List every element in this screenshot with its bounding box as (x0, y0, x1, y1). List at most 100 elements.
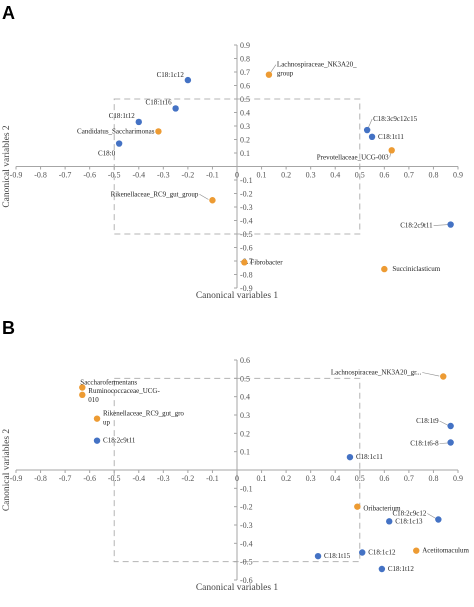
x-tick-label: 0 (235, 171, 239, 180)
x-tick-label: -0.5 (108, 474, 121, 483)
point-label-line: C18:1t15 (324, 552, 351, 560)
bacteria-point (440, 373, 447, 380)
y-tick-label: 0.1 (240, 448, 250, 457)
bacteria-point (93, 415, 101, 422)
y-tick-label: -0.3 (240, 203, 253, 212)
bacteria-point (265, 71, 273, 78)
point-label: Acetitomaculum (422, 547, 469, 555)
point-label: C18:2c9t11 (400, 222, 433, 230)
bacteria-point (79, 384, 86, 391)
point-label-line: Oribacterium (363, 505, 401, 513)
y-tick-label: -0.6 (240, 576, 253, 585)
point-label-line: Acetitomaculum (422, 547, 469, 555)
point-label: Oribacterium (363, 505, 401, 513)
fatty-acid-point (115, 140, 123, 147)
x-tick-label: -0.8 (34, 171, 47, 180)
y-tick-label: -0.5 (240, 230, 253, 239)
x-tick-label: 0.4 (330, 474, 340, 483)
panel-letter-b: B (2, 318, 15, 338)
y-tick-label: -0.4 (240, 539, 253, 548)
x-tick-label: -0.9 (10, 171, 23, 180)
label-leader-line (439, 442, 449, 444)
point-label-line: C18:1t11 (378, 133, 404, 141)
point-label: C18:3c9c12c15 (373, 115, 417, 123)
y-tick-label: -0.2 (240, 190, 253, 199)
y-tick-label: 0.4 (240, 393, 250, 402)
label-leader-line (422, 372, 440, 377)
point-label: C18:2c9c12 (393, 510, 427, 518)
fatty-acid-point (378, 565, 386, 573)
fatty-acid-point (172, 105, 179, 112)
fatty-acid-point (184, 76, 192, 84)
point-label: Lachnospiraceae_NK3A20_gr... (331, 369, 422, 377)
x-tick-label: -0.1 (206, 171, 219, 180)
point-label: Candidatus_Saccharimonas (77, 127, 155, 135)
point-label-line: C18:1t16 (146, 98, 173, 106)
bacteria-point (413, 547, 420, 554)
y-tick-label: -0.2 (240, 503, 253, 512)
y-tick-label: 0.1 (240, 149, 250, 158)
point-label: Prevotellaceae_UCG-003 (317, 153, 389, 161)
x-tick-label: -0.2 (182, 171, 195, 180)
x-tick-label: 0.2 (281, 171, 291, 180)
x-tick-label: 0.9 (453, 171, 463, 180)
point-label-line: C18:0 (98, 150, 116, 158)
bacteria-point (241, 259, 248, 266)
x-tick-label: 0.8 (428, 171, 438, 180)
y-tick-label: -0.5 (240, 558, 253, 567)
x-tick-label: -0.1 (206, 474, 219, 483)
x-tick-label: -0.5 (108, 171, 121, 180)
x-tick-label: -0.7 (59, 474, 72, 483)
x-tick-label: -0.2 (182, 474, 195, 483)
fatty-acid-point (447, 422, 454, 430)
point-label-line: Succiniclasticum (392, 265, 440, 273)
bacteria-point (209, 197, 216, 204)
fatty-acid-point (314, 552, 322, 560)
y-axis-title: Canonical variables 2 (2, 429, 12, 512)
bacteria-point (381, 265, 388, 273)
bacteria-point (155, 128, 162, 135)
panel-a-chart: -0.9 -0.8 -0.7 -0.6 -0.5 -0.4 -0.3 -0.2 -0.1 0 0.1… (2, 41, 463, 301)
y-tick-label: 0.6 (240, 356, 250, 365)
y-tick-label: 0.5 (240, 95, 250, 104)
bacteria-point (79, 391, 86, 399)
x-axis-title: Canonical variables 1 (196, 583, 279, 593)
bacteria-point (354, 503, 361, 510)
point-label-line: Prevotellaceae_UCG-003 (317, 153, 389, 161)
point-label: Succiniclasticum (392, 265, 440, 273)
x-tick-label: 0.1 (257, 171, 267, 180)
x-tick-label: -0.3 (157, 474, 170, 483)
fatty-acid-point (359, 549, 366, 556)
point-label: C18:1t12 (109, 112, 136, 120)
x-tick-label: 0.5 (355, 171, 365, 180)
x-tick-label: -0.4 (132, 474, 145, 483)
y-tick-label: -0.1 (240, 176, 253, 185)
label-leader-line (368, 118, 373, 128)
fatty-acid-point (93, 437, 101, 444)
x-tick-label: 0.1 (257, 474, 267, 483)
label-leader-line (270, 64, 277, 73)
y-tick-label: 0.3 (240, 411, 250, 420)
fatty-acid-point (386, 518, 393, 525)
bacteria-point (388, 147, 395, 154)
y-tick-label: 0.9 (240, 41, 250, 50)
x-tick-label: -0.3 (157, 171, 170, 180)
point-label-line: C18:1c13 (395, 517, 423, 525)
y-tick-label: -0.1 (240, 484, 253, 493)
x-tick-label: 0.4 (330, 171, 340, 180)
x-tick-label: 0.9 (453, 474, 463, 483)
point-label-line: Fibrobacter (250, 258, 283, 266)
point-label: C18:1t6-8 (410, 440, 439, 448)
y-tick-label: -0.3 (240, 521, 253, 530)
point-label: C18:1t9 (416, 417, 439, 425)
point-label-line: C18:1c12 (157, 71, 185, 79)
point-label: C18:1t15 (324, 552, 351, 560)
x-tick-label: -0.6 (83, 171, 96, 180)
label-leader-line (427, 513, 437, 519)
x-tick-label: 0 (235, 474, 239, 483)
point-label: Rikenellaceae_RC9_gut_group (111, 190, 199, 198)
label-leader-line (199, 193, 209, 200)
y-tick-label: -0.8 (240, 271, 253, 280)
